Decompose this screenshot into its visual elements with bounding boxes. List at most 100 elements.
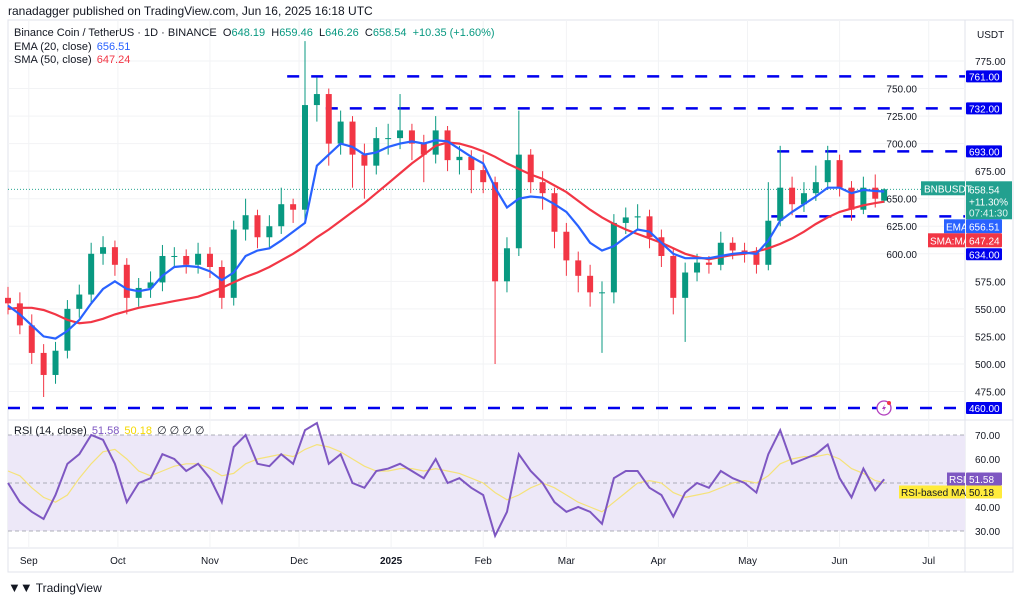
time-tick-label: Dec: [290, 556, 308, 567]
candle-body: [480, 170, 487, 183]
ema-tag-bg: [944, 219, 965, 234]
sma-tag: SMA:MA: [930, 236, 970, 247]
price-tick-label: 675.00: [975, 167, 1006, 178]
candle-body: [848, 187, 855, 210]
rsi-tick-label: 60.00: [975, 455, 1000, 466]
rsi-ma-value-tag-bg: [966, 485, 1002, 499]
level-tag: 732.00: [969, 104, 1000, 115]
candle-body: [694, 262, 701, 273]
level-tag: 460.00: [969, 404, 1000, 415]
sma-legend[interactable]: SMA (50, close) 647.24: [14, 54, 130, 66]
candle-body: [195, 253, 202, 265]
rsi-line: [7, 421, 885, 539]
price-tick-label: 750.00: [886, 85, 917, 96]
candle-body: [515, 154, 522, 249]
candle-body: [135, 287, 142, 298]
candles: [5, 41, 888, 397]
candle-body: [646, 216, 653, 238]
rsi-label: RSI (14, close): [14, 425, 87, 437]
ema-value-tag: 656.51: [969, 222, 1000, 233]
rsi-tick-label: 70.00: [975, 431, 1000, 442]
candle-body: [254, 215, 261, 238]
candle-body: [147, 282, 154, 288]
candle-body: [800, 193, 807, 205]
candle-body: [206, 253, 213, 267]
candle-body: [503, 248, 510, 282]
candle-body: [563, 231, 570, 261]
tradingview-logo[interactable]: ▼▼ TradingView: [8, 580, 102, 595]
candle-body: [881, 189, 888, 201]
time-tick-label: Nov: [201, 556, 219, 567]
price-tick-label: 725.00: [886, 112, 917, 123]
level-tag: 693.00: [969, 147, 1000, 158]
lightning-alert-icon[interactable]: [876, 400, 892, 416]
sma-value-tag-bg: [966, 233, 1002, 248]
candle-body: [812, 182, 819, 194]
last-price-tag: 658.54: [969, 185, 1000, 196]
candle-body: [432, 130, 439, 155]
rsi-legend[interactable]: RSI (14, close) 51.58 50.18 ∅ ∅ ∅ ∅: [14, 424, 205, 437]
indicator-lines: [7, 139, 885, 539]
candle-body: [634, 216, 641, 218]
candle-body: [123, 264, 130, 298]
time-tick-label: Apr: [651, 556, 667, 567]
candle-body: [682, 272, 689, 298]
candle-body: [302, 105, 308, 210]
level-tag-bg: [966, 248, 1002, 261]
rsi-value-tag-bg: [966, 472, 1002, 486]
price-tick-label: 700.00: [886, 140, 917, 151]
rsi-value: 51.58: [91, 425, 120, 437]
price-tick-label: 475.00: [975, 387, 1006, 398]
candle-body: [492, 182, 499, 282]
candle-body: [765, 220, 772, 265]
rsi-extra-values: ∅ ∅ ∅ ∅: [157, 425, 205, 437]
low-value: 646.26: [325, 27, 359, 39]
axes: 775.00 750.00 725.00 700.00 675.00 650.00 625.…: [20, 30, 1006, 567]
close-value: 658.54: [372, 27, 407, 39]
countdown-tag: 07:41:30: [969, 208, 1008, 219]
symbol-tag: BNBUSDT: [924, 184, 972, 195]
candle-body: [539, 182, 546, 194]
level-tag-bg: [966, 145, 1002, 158]
level-tag-bg: [966, 70, 1002, 83]
tradingview-brand: TradingView: [35, 580, 102, 595]
ema-legend[interactable]: EMA (20, close) 656.51: [14, 41, 130, 53]
candle-body: [705, 262, 712, 265]
price-tick-label: 600.00: [886, 250, 917, 261]
candle-body: [76, 294, 83, 309]
sma-label: SMA (50, close): [14, 54, 92, 66]
price-tick-label: 550.00: [975, 305, 1006, 316]
candle-body: [290, 204, 297, 210]
ema-line: [7, 139, 885, 340]
ema-label: EMA (20, close): [14, 41, 92, 53]
candle-body: [349, 121, 356, 155]
symbol-legend[interactable]: Binance Coin / TetherUS · 1D · BINANCE O…: [14, 27, 495, 39]
candle-body: [468, 156, 475, 171]
rsi-band: [8, 434, 965, 532]
candle-body: [408, 130, 415, 144]
time-tick-label: Jul: [922, 556, 935, 567]
price-tick-label: 500.00: [975, 360, 1006, 371]
rsi-tick-label: 40.00: [975, 503, 1000, 514]
candle-body: [587, 275, 594, 293]
publisher-line: ranadagger published on TradingView.com,…: [8, 4, 373, 18]
candle-body: [218, 266, 225, 298]
candle-body: [610, 222, 617, 293]
time-tick-label: Oct: [110, 556, 126, 567]
rsi-ma-tag: RSI-based MA: [901, 488, 966, 499]
open-label: O: [222, 27, 232, 39]
candle-body: [361, 154, 368, 166]
price-tick-label: 575.00: [975, 277, 1006, 288]
candle-body: [266, 226, 273, 238]
candle-body: [230, 229, 237, 298]
candle-body: [337, 121, 344, 144]
candle-body: [40, 352, 47, 375]
candle-body: [88, 253, 95, 295]
candle-body: [729, 242, 736, 251]
candle-body: [385, 138, 392, 140]
candle-body: [159, 255, 166, 283]
ema-value: 656.51: [96, 41, 131, 53]
symbol-title: Binance Coin / TetherUS · 1D · BINANCE: [14, 27, 217, 39]
